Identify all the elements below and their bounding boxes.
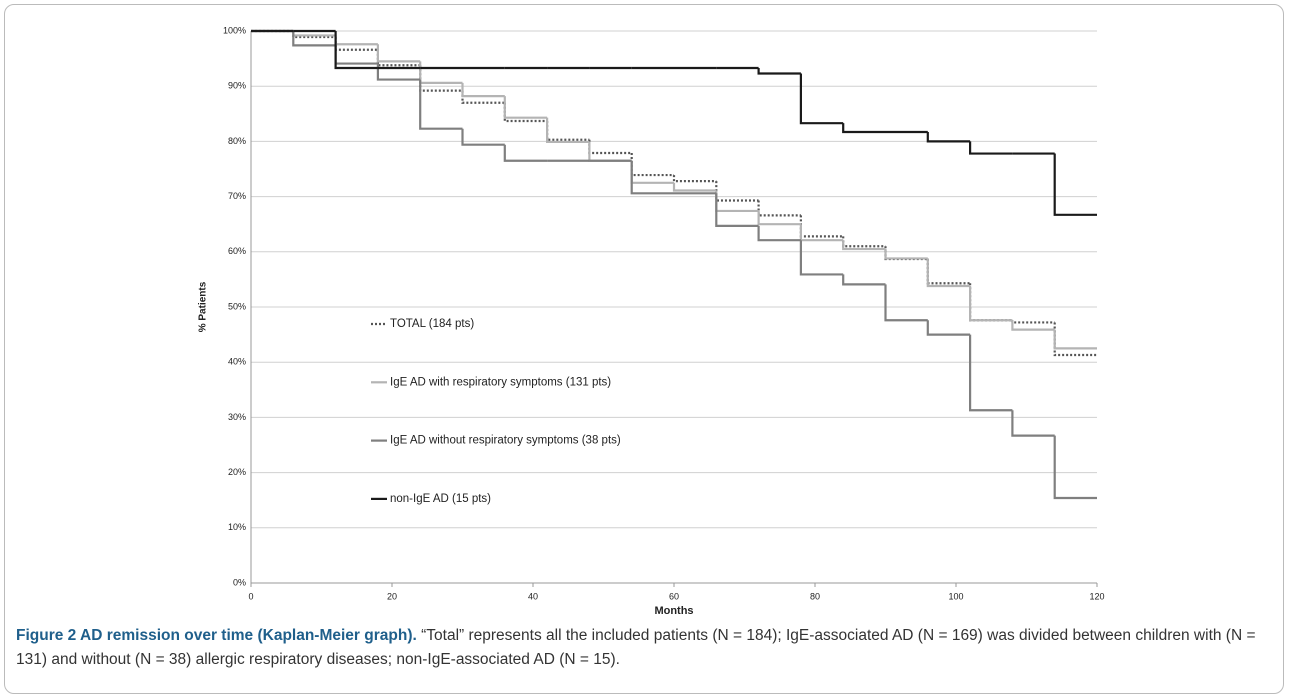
step-segment [630, 160, 674, 195]
y-tick-label: 100% [223, 25, 246, 35]
y-tick-label: 30% [228, 412, 246, 422]
step-segment [630, 152, 674, 177]
step-segment [799, 224, 844, 242]
chart: % Patients Months 0% 10% 20% 30% 40% 50% 60% 70… [198, 25, 1105, 617]
step-segment [334, 31, 378, 70]
step-segment [926, 258, 971, 285]
y-tick-label: 20% [228, 467, 246, 477]
step-segment [969, 283, 1013, 322]
step-segment [842, 123, 886, 134]
y-tick-label: 80% [228, 136, 246, 146]
caption-text: “Total” represents all the included pati… [16, 627, 1256, 668]
legend-label: IgE AD without respiratory symptoms (38 … [390, 435, 621, 447]
step-segment [969, 334, 1013, 412]
y-tick-label: 70% [228, 191, 246, 201]
step-segment [419, 79, 463, 130]
x-tick-label: 60 [669, 591, 679, 601]
x-tick-label: 20 [387, 591, 397, 601]
step-segment [588, 141, 632, 162]
step-segment [715, 181, 759, 202]
y-tick-label: 40% [228, 357, 246, 367]
y-tick-label: 90% [228, 81, 246, 91]
step-segment [1011, 320, 1055, 324]
step-segment [672, 175, 717, 183]
step-segment [376, 49, 421, 67]
step-segment [926, 258, 971, 288]
step-segment [1053, 435, 1097, 500]
step-segment [926, 320, 971, 336]
caption: Figure 2 AD remission over time (Kaplan-… [16, 624, 1276, 672]
step-segment [546, 117, 590, 144]
x-axis-label: Months [654, 605, 693, 617]
step-segment [334, 45, 378, 65]
step-segment [715, 193, 759, 227]
y-tick-label: 0% [233, 577, 246, 587]
step-segment [969, 286, 1013, 322]
step-segment [799, 240, 844, 276]
x-tick-label: 40 [528, 591, 538, 601]
step-segment [926, 132, 971, 143]
step-segment [672, 182, 717, 192]
step-segment [842, 274, 886, 286]
x-tick-label: 0 [248, 591, 253, 601]
step-segment [503, 144, 548, 162]
legend-label: non-IgE AD (15 pts) [390, 493, 491, 505]
x-tick-label: 100 [948, 591, 963, 601]
caption-title: Figure 2 AD remission over time (Kaplan-… [16, 627, 417, 644]
step-segment [546, 120, 590, 141]
y-tick-label: 60% [228, 246, 246, 256]
step-segment [461, 128, 505, 146]
step-segment [757, 210, 801, 226]
y-tick-label: 10% [228, 522, 246, 532]
step-segment [292, 31, 336, 47]
step-segment [799, 215, 844, 238]
legend-label: IgE AD with respiratory symptoms (131 pt… [390, 376, 611, 388]
step-segment [757, 225, 801, 242]
step-segment [757, 67, 801, 75]
step-segment [1053, 329, 1097, 350]
step-segment [630, 160, 674, 184]
step-segment [969, 141, 1013, 155]
step-segment [842, 240, 886, 251]
step-segment [1011, 320, 1055, 331]
step-segment [1011, 410, 1055, 437]
x-tick-label: 120 [1089, 591, 1104, 601]
step-segment [757, 200, 801, 217]
legend-label: TOTAL (184 pts) [390, 318, 474, 330]
step-segment [884, 284, 928, 322]
step-segment [842, 236, 886, 248]
step-segment [419, 61, 463, 84]
step-segment [799, 73, 844, 125]
step-segment [1053, 153, 1097, 216]
step-segment [884, 246, 928, 261]
step-segment [503, 96, 548, 119]
step-segment [884, 249, 928, 260]
step-segment [334, 35, 378, 46]
step-segment [461, 82, 505, 98]
step-segment [1053, 322, 1097, 357]
x-tick-label: 80 [810, 591, 820, 601]
step-segment [376, 44, 421, 63]
y-tick-label: 50% [228, 301, 246, 311]
y-axis-label: % Patients [198, 281, 209, 332]
